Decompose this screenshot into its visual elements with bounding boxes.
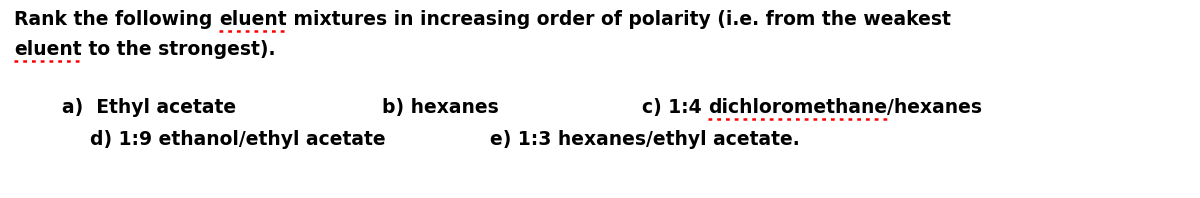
- Text: a)  Ethyl acetate: a) Ethyl acetate: [62, 98, 236, 117]
- Text: /hexanes: /hexanes: [887, 98, 983, 117]
- Text: b) hexanes: b) hexanes: [382, 98, 498, 117]
- Text: to the strongest).: to the strongest).: [82, 40, 276, 59]
- Text: c) 1:4: c) 1:4: [642, 98, 708, 117]
- Text: d) 1:9 ethanol/ethyl acetate: d) 1:9 ethanol/ethyl acetate: [90, 130, 385, 149]
- Text: eluent: eluent: [220, 10, 287, 29]
- Text: dichloromethane: dichloromethane: [708, 98, 887, 117]
- Text: mixtures in increasing order of polarity (i.e. from the weakest: mixtures in increasing order of polarity…: [287, 10, 950, 29]
- Text: eluent: eluent: [14, 40, 82, 59]
- Text: Rank the following: Rank the following: [14, 10, 220, 29]
- Text: e) 1:3 hexanes/ethyl acetate.: e) 1:3 hexanes/ethyl acetate.: [490, 130, 799, 149]
